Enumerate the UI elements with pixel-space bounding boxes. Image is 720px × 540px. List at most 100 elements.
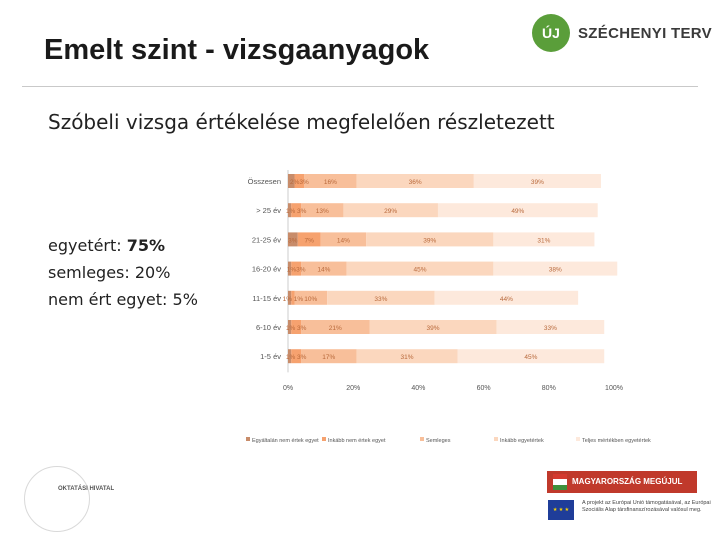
legend-swatch [246,437,250,441]
bar-segment [301,203,344,218]
bar-segment [301,261,347,276]
data-label: 3% [288,237,298,244]
data-label: 1% 1% [283,296,304,303]
legend-label: Teljes mértékben egyetértek [582,438,651,444]
data-label: 17% [322,354,335,361]
data-label: 1% 3% [286,325,307,332]
bar-segment [291,203,302,218]
bar-segment [457,349,605,364]
page-title: Emelt szint - vizsgaanyagok [44,34,430,66]
logo-mark: ÚJ [532,14,570,52]
bar-segment [437,203,598,218]
data-label: 10% [304,296,317,303]
data-label: 36% [409,179,422,186]
summary-neutral: semleges: 20% [48,263,171,282]
bar-segment [288,290,292,305]
data-label: 21% [329,325,342,332]
org-label: OKTATÁSI HIVATAL [58,486,115,492]
data-label: 31% [400,354,413,361]
data-label: 45% [414,267,427,274]
bar-segment [493,232,595,247]
data-label: 1% 3% [286,208,307,215]
summary-disagree: nem ért egyet: 5% [48,290,198,309]
data-label: 44% [500,296,513,303]
bar-segment [288,203,292,218]
x-tick-label: 20% [346,385,360,392]
category-label: 11-15 év [252,294,281,303]
bar-segment [291,349,302,364]
data-label: 33% [544,325,557,332]
bar-segment [294,290,328,305]
legend-swatch [322,437,326,441]
data-label: 2%3% [290,179,309,186]
data-label: 45% [524,354,537,361]
data-label: 49% [511,208,524,215]
data-label: 1% 3% [286,354,307,361]
eu-flag-icon: ★ ★ ★ [548,500,574,520]
org-logo-circle [24,466,90,532]
data-label: 7% [304,237,314,244]
legend-label: Inkább egyetértek [500,438,544,444]
bar-segment [327,290,435,305]
bar-segment [434,290,579,305]
x-tick-label: 80% [542,385,556,392]
category-label: 6-10 év [256,323,281,332]
bar-segment [288,261,292,276]
bar-segment [288,320,292,334]
bar-segment [343,203,438,218]
szechenyi-logo: ÚJ SZÉCHENYI TERV [532,14,712,52]
bar-segment [291,320,302,334]
bar-segment [291,290,295,305]
bar-segment [294,174,305,188]
data-label: 38% [549,267,562,274]
x-tick-label: 40% [411,385,425,392]
category-label: 16-20 év [252,265,281,274]
data-label: 33% [374,296,387,303]
data-label: 39% [531,179,544,186]
bar-segment [473,174,601,188]
x-tick-label: 60% [477,385,491,392]
badge-text: MAGYARORSZÁG MEGÚJUL [572,477,683,486]
data-label: 14% [337,237,350,244]
legend-swatch [494,437,498,441]
x-tick-label: 0% [283,385,293,392]
bar-segment [496,320,605,334]
bar-segment [291,261,302,276]
bar-segment [297,232,321,247]
bar-segment [304,174,357,188]
data-label: 13% [316,208,329,215]
data-label: 1%3% [287,267,306,274]
summary-agree: egyetért: 75% [48,236,166,255]
summary-box: egyetért: 75% semleges: 20% nem ért egye… [48,232,198,313]
data-label: 31% [537,237,550,244]
data-label: 39% [423,237,436,244]
bar-segment [288,174,295,188]
bar-segment [356,349,458,364]
bar-segment [366,232,494,247]
hungarian-flag-icon [553,474,567,490]
legend-label: Egyáltalán nem értek egyet [252,438,319,444]
bar-segment [369,320,497,334]
data-label: 16% [324,179,337,186]
eu-funding-text: A projekt az Európai Unió támogatásával,… [582,500,711,513]
bar-segment [320,232,367,247]
bar-segment [288,349,292,364]
bar-segment [346,261,494,276]
legend-swatch [576,437,580,441]
x-tick-label: 100% [605,385,623,392]
header-divider [22,86,698,87]
legend-label: Inkább nem értek egyet [328,438,386,444]
data-label: 14% [317,267,330,274]
logo-text: SZÉCHENYI TERV [578,24,712,42]
slide-subtitle: Szóbeli vizsga értékelése megfelelően ré… [48,110,555,134]
legend-swatch [420,437,424,441]
bar-segment [288,232,298,247]
category-label: 1-5 év [260,352,281,361]
legend-label: Semleges [426,438,451,444]
bar-segment [493,261,618,276]
magyarorszag-megujul-badge [547,471,697,493]
data-label: 29% [384,208,397,215]
bar-segment [356,174,474,188]
category-label: Összesen [248,177,281,186]
